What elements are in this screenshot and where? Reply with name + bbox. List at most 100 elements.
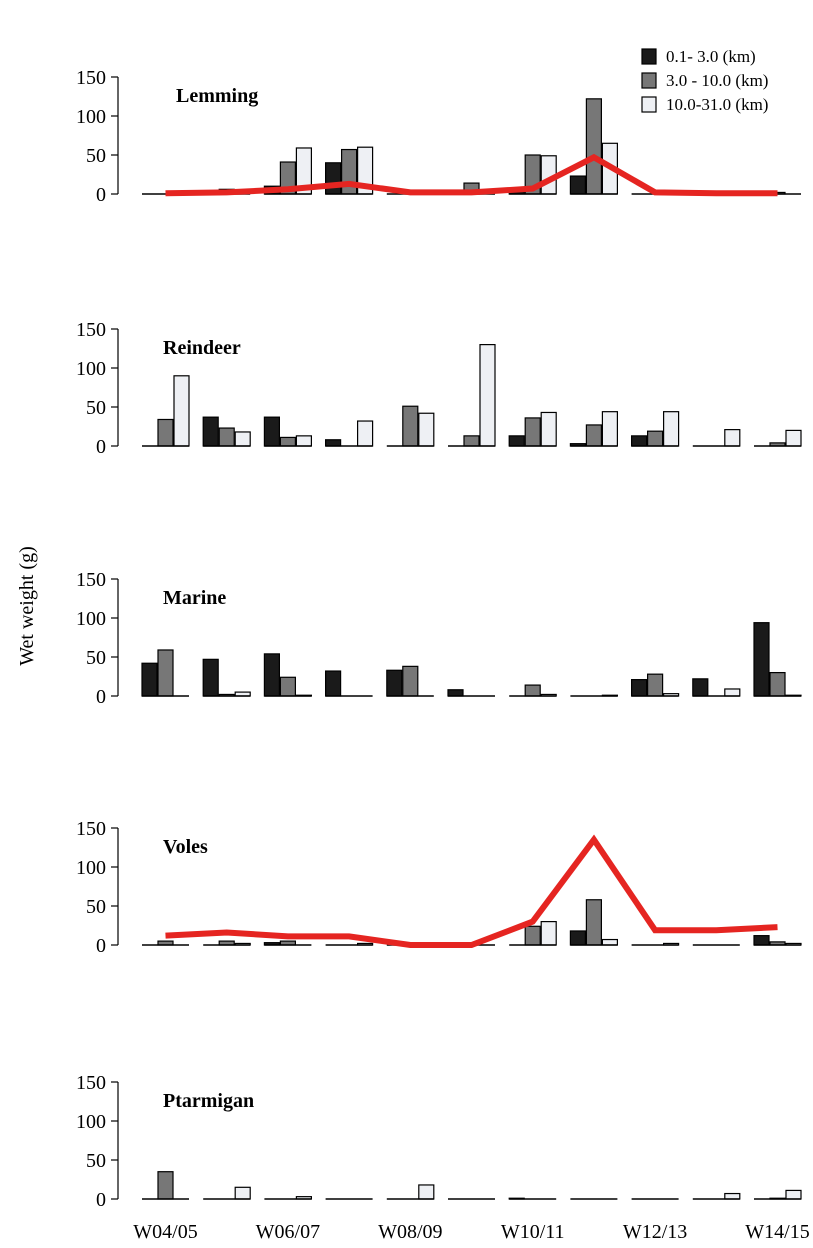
bar-marine-w05-06-s1 [202,658,219,697]
legend-label: 10.0-31.0 (km) [666,95,768,114]
bar-reindeer-w11-12-s3 [601,411,619,447]
bar-lemming-w11-12-s1 [569,175,587,195]
bar-voles-w10-11-s2 [524,925,541,946]
bar-ptarmigan-w14-15-s3 [785,1189,802,1200]
y-tick-label: 0 [96,935,106,957]
y-tick-label: 0 [96,184,106,206]
y-tick-label: 0 [96,686,106,708]
bar-reindeer-w12-13-s1 [630,435,648,447]
x-tick-label: W12/13 [623,1221,687,1243]
bar-reindeer-w07-08-s3 [357,420,374,447]
legend: 0.1- 3.0 (km) 3.0 - 10.0 (km) 10.0-31.0 (k… [641,47,768,114]
bar-reindeer-w12-13-s3 [662,411,680,447]
bar-marine-w08-09-s2 [402,665,419,697]
bar-reindeer-w08-09-s3 [418,412,435,447]
bar-reindeer-w08-09-s2 [402,405,419,447]
x-tick-label: W14/15 [745,1221,809,1243]
bar-marine-w14-15-s1 [753,622,770,697]
y-tick-label: 50 [86,896,106,918]
y-tick-label: 50 [86,397,106,419]
y-tick-label: 100 [76,106,106,128]
bar-reindeer-w04-05-s2 [157,418,174,447]
y-tick-label: 50 [86,647,106,669]
bar-reindeer-w10-11-s3 [540,411,557,447]
bar-marine-w13-14-s3 [724,688,741,697]
bar-reindeer-w14-15-s3 [785,429,802,447]
bar-marine-w09-10-s1 [447,689,464,697]
bar-reindeer-w06-07-s3 [295,435,312,447]
y-tick-label: 50 [86,145,106,167]
bar-marine-w10-11-s2 [524,684,541,697]
legend-swatch [641,48,657,65]
bar-reindeer-w05-06-s3 [234,431,251,447]
bar-lemming-w11-12-s2 [585,98,603,195]
panel-voles: 0 50 100 150 Voles [76,818,802,957]
bar-reindeer-w05-06-s1 [202,416,219,447]
bar-reindeer-w05-06-s2 [218,427,235,447]
y-tick-label: 150 [76,569,106,591]
bar-marine-w04-05-s1 [141,662,158,697]
y-tick-label: 150 [76,319,106,341]
bar-marine-w06-07-s1 [263,653,280,697]
y-tick-label: 100 [76,1111,106,1133]
y-tick-label: 150 [76,1072,106,1094]
bar-reindeer-w04-05-s3 [173,375,190,447]
trend-line-lemming [165,153,778,197]
bar-reindeer-w06-07-s2 [279,436,296,447]
bar-voles-w11-12-s1 [569,930,587,946]
panel-title: Voles [163,836,208,858]
y-tick-label: 100 [76,857,106,879]
legend-swatch [641,72,657,89]
bar-reindeer-w12-13-s2 [646,430,664,447]
bar-marine-w14-15-s2 [769,671,786,697]
panel-ptarmigan: 0 50 100 150 Ptarmigan [76,1072,802,1211]
panel-marine: 0 50 100 150 Marine [76,569,802,708]
x-tick-label: W04/05 [133,1221,197,1243]
bar-marine-w12-13-s2 [646,673,664,697]
bar-reindeer-w07-08-s1 [325,439,342,447]
x-tick-label: W06/07 [256,1221,320,1243]
bar-marine-w08-09-s1 [386,669,403,697]
bar-marine-w12-13-s1 [630,679,648,697]
panel-title: Reindeer [163,337,241,359]
legend-label: 3.0 - 10.0 (km) [666,71,768,90]
bar-marine-w07-08-s1 [325,670,342,697]
x-tick-label: W10/11 [501,1221,565,1243]
y-tick-label: 50 [86,1150,106,1172]
y-tick-label: 150 [76,818,106,840]
bar-reindeer-w10-11-s1 [508,435,525,447]
y-tick-label: 100 [76,358,106,380]
x-tick-label: W08/09 [378,1221,442,1243]
panel-title: Ptarmigan [163,1090,254,1112]
bar-reindeer-w06-07-s1 [263,416,280,447]
bar-marine-w04-05-s2 [157,649,174,697]
bar-reindeer-w09-10-s2 [463,435,480,447]
y-tick-label: 100 [76,608,106,630]
bar-voles-w11-12-s2 [585,899,603,946]
bar-marine-w13-14-s1 [692,678,709,697]
y-tick-label: 150 [76,67,106,89]
bar-ptarmigan-w13-14-s3 [724,1192,741,1200]
panel-lemming: 0 50 100 150 Lemming [76,67,801,206]
bar-ptarmigan-w05-06-s3 [234,1186,251,1200]
trend-line-voles [165,834,778,948]
y-tick-label: 0 [96,436,106,458]
bar-reindeer-w09-10-s3 [479,344,496,447]
y-tick-label: 0 [96,1189,106,1211]
panel-title: Marine [163,587,226,609]
panel-reindeer: 0 50 100 150 Reindeer [76,319,802,458]
bar-ptarmigan-w04-05-s2 [157,1171,174,1200]
bar-reindeer-w13-14-s3 [724,429,741,447]
bar-voles-w14-15-s1 [753,935,770,946]
bar-voles-w10-11-s3 [540,920,557,946]
bar-lemming-w07-08-s1 [325,162,342,195]
bar-ptarmigan-w08-09-s3 [418,1184,435,1200]
panel-title: Lemming [176,85,258,107]
bar-reindeer-w10-11-s2 [524,417,541,447]
bar-reindeer-w11-12-s2 [585,424,603,447]
legend-label: 0.1- 3.0 (km) [666,47,756,66]
legend-swatch [641,96,657,113]
y-axis-title: Wet weight (g) [16,546,38,665]
bar-voles-w11-12-s3 [601,938,619,946]
